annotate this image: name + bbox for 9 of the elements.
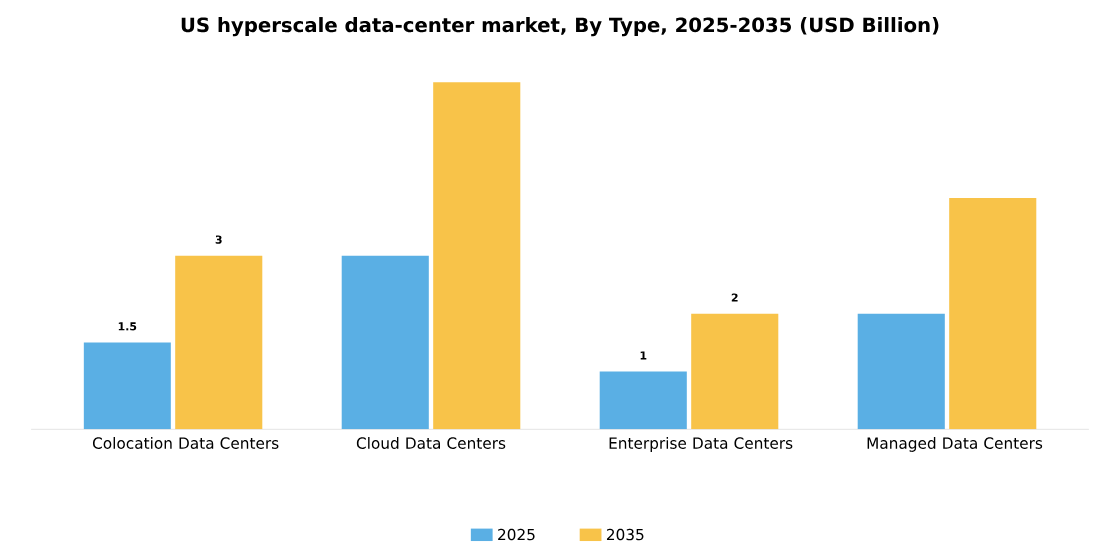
bar <box>341 255 429 430</box>
bar <box>691 313 779 430</box>
bar <box>433 82 521 430</box>
bar <box>949 197 1037 430</box>
bar <box>857 313 945 430</box>
bar <box>175 255 263 430</box>
bar <box>599 371 687 430</box>
chart-title: US hyperscale data-center market, By Type, 2025-2035 (USD Billion) <box>181 17 939 37</box>
bar <box>83 342 171 430</box>
